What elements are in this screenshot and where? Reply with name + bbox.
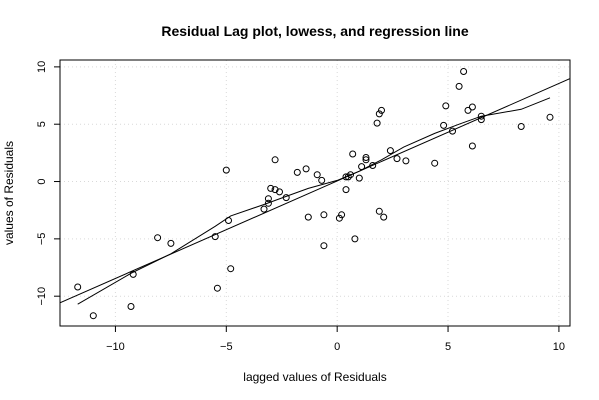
- data-point: [455, 82, 463, 90]
- data-point: [304, 213, 312, 221]
- data-point: [89, 312, 97, 320]
- data-point: [431, 159, 439, 167]
- data-point: [276, 188, 283, 196]
- data-point: [369, 162, 377, 169]
- y-tick-label: 5: [36, 121, 48, 127]
- data-point: [477, 112, 485, 120]
- data-point: [154, 234, 162, 242]
- data-point: [468, 142, 476, 150]
- data-point: [378, 106, 385, 114]
- data-point: [222, 166, 230, 174]
- data-point: [225, 217, 232, 224]
- data-point: [546, 113, 554, 121]
- data-point: [449, 127, 456, 135]
- x-axis: −10 −5 0 5 10: [106, 326, 565, 353]
- data-point: [460, 68, 468, 75]
- data-point: [213, 284, 221, 292]
- x-tick-label: 0: [334, 341, 340, 353]
- y-axis: −10 −5 0 5 10: [36, 61, 60, 306]
- data-point: [129, 270, 137, 278]
- y-tick-label: −5: [36, 233, 48, 246]
- data-point: [320, 211, 328, 219]
- data-point: [362, 156, 370, 164]
- data-point: [464, 106, 472, 114]
- data-point: [468, 103, 476, 111]
- x-axis-label: lagged values of Residuals: [243, 370, 386, 384]
- data-point: [264, 199, 272, 207]
- y-tick-label: 10: [36, 61, 48, 73]
- lowess-line: [77, 97, 551, 305]
- data-point: [477, 116, 485, 124]
- data-point: [375, 207, 383, 215]
- data-point: [293, 168, 301, 176]
- data-point: [74, 283, 82, 291]
- y-tick-label: 0: [36, 178, 48, 184]
- data-point: [347, 171, 354, 179]
- data-point: [302, 165, 310, 173]
- data-point: [386, 147, 394, 155]
- data-point: [227, 265, 235, 273]
- data-point: [517, 123, 525, 130]
- data-point: [338, 211, 346, 219]
- data-point: [127, 303, 135, 310]
- data-point: [402, 157, 410, 165]
- data-point: [375, 110, 383, 118]
- regression-line: [60, 78, 570, 304]
- data-point: [313, 171, 321, 179]
- data-point: [282, 194, 290, 202]
- data-point: [442, 102, 450, 110]
- data-point: [351, 235, 359, 243]
- x-tick-label: 10: [553, 341, 565, 353]
- y-tick-label: −10: [36, 287, 48, 306]
- data-point: [260, 205, 268, 213]
- data-point: [358, 163, 366, 171]
- data-point: [271, 156, 279, 164]
- data-point: [393, 155, 401, 163]
- x-tick-label: −5: [220, 341, 233, 353]
- x-tick-label: 5: [445, 341, 451, 353]
- chart-title: Residual Lag plot, lowess, and regressio…: [161, 23, 469, 39]
- data-point: [349, 150, 357, 158]
- data-point: [373, 119, 381, 127]
- data-point: [440, 121, 448, 129]
- data-point: [167, 239, 175, 247]
- data-point: [267, 184, 275, 192]
- data-point: [355, 174, 363, 182]
- data-point: [344, 173, 352, 181]
- data-point: [362, 154, 370, 161]
- data-points: [74, 68, 554, 320]
- x-tick-label: −10: [106, 341, 125, 353]
- grid-lines: [60, 60, 570, 326]
- data-point: [380, 213, 388, 221]
- plot-frame: [59, 59, 571, 327]
- data-point: [211, 233, 219, 241]
- data-point: [320, 242, 328, 250]
- data-point: [342, 186, 350, 194]
- y-axis-label: values of Residuals: [2, 141, 16, 245]
- data-point: [318, 176, 326, 184]
- data-point: [264, 195, 272, 203]
